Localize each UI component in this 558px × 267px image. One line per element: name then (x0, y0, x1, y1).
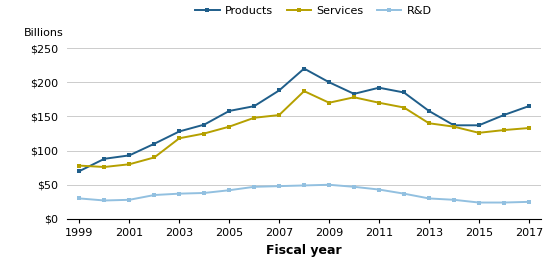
Services (226, 125, 233, 128)
Products (326, 81, 333, 84)
Services (276, 113, 282, 117)
Services (151, 156, 158, 159)
R&D (251, 185, 258, 189)
Line: Products: Products (77, 66, 531, 174)
Products (526, 105, 532, 108)
R&D (201, 191, 208, 195)
Services (401, 106, 407, 109)
R&D (426, 197, 432, 200)
Services (350, 96, 357, 99)
Services (475, 131, 482, 134)
R&D (450, 198, 457, 201)
R&D (126, 198, 133, 201)
Services (450, 125, 457, 128)
Services (526, 127, 532, 130)
R&D (176, 192, 182, 195)
Products (226, 109, 233, 113)
R&D (401, 192, 407, 195)
R&D (501, 201, 507, 204)
Services (126, 163, 133, 166)
Services (501, 128, 507, 132)
R&D (76, 197, 83, 200)
Products (376, 86, 382, 89)
Services (301, 89, 307, 93)
Products (251, 105, 258, 108)
R&D (226, 189, 233, 192)
R&D (526, 200, 532, 203)
R&D (276, 184, 282, 188)
Services (376, 101, 382, 104)
R&D (101, 199, 108, 202)
Line: R&D: R&D (77, 182, 531, 205)
Services (251, 116, 258, 119)
R&D (301, 184, 307, 187)
Services (201, 132, 208, 135)
Products (151, 142, 158, 145)
Products (450, 124, 457, 127)
Line: Services: Services (77, 89, 531, 170)
Products (401, 91, 407, 94)
Products (276, 89, 282, 92)
Text: Billions: Billions (24, 28, 64, 38)
Services (326, 101, 333, 104)
Products (501, 113, 507, 117)
R&D (376, 188, 382, 191)
Products (350, 92, 357, 96)
Products (301, 67, 307, 70)
Products (426, 109, 432, 113)
Products (475, 124, 482, 127)
X-axis label: Fiscal year: Fiscal year (266, 244, 342, 257)
Services (101, 165, 108, 168)
Services (426, 122, 432, 125)
Services (176, 137, 182, 140)
R&D (350, 185, 357, 189)
Services (76, 164, 83, 167)
Products (201, 123, 208, 126)
Products (126, 154, 133, 157)
Products (176, 130, 182, 133)
Products (76, 170, 83, 173)
R&D (475, 201, 482, 204)
R&D (151, 193, 158, 197)
Legend: Products, Services, R&D: Products, Services, R&D (195, 6, 432, 16)
Products (101, 157, 108, 160)
R&D (326, 183, 333, 186)
